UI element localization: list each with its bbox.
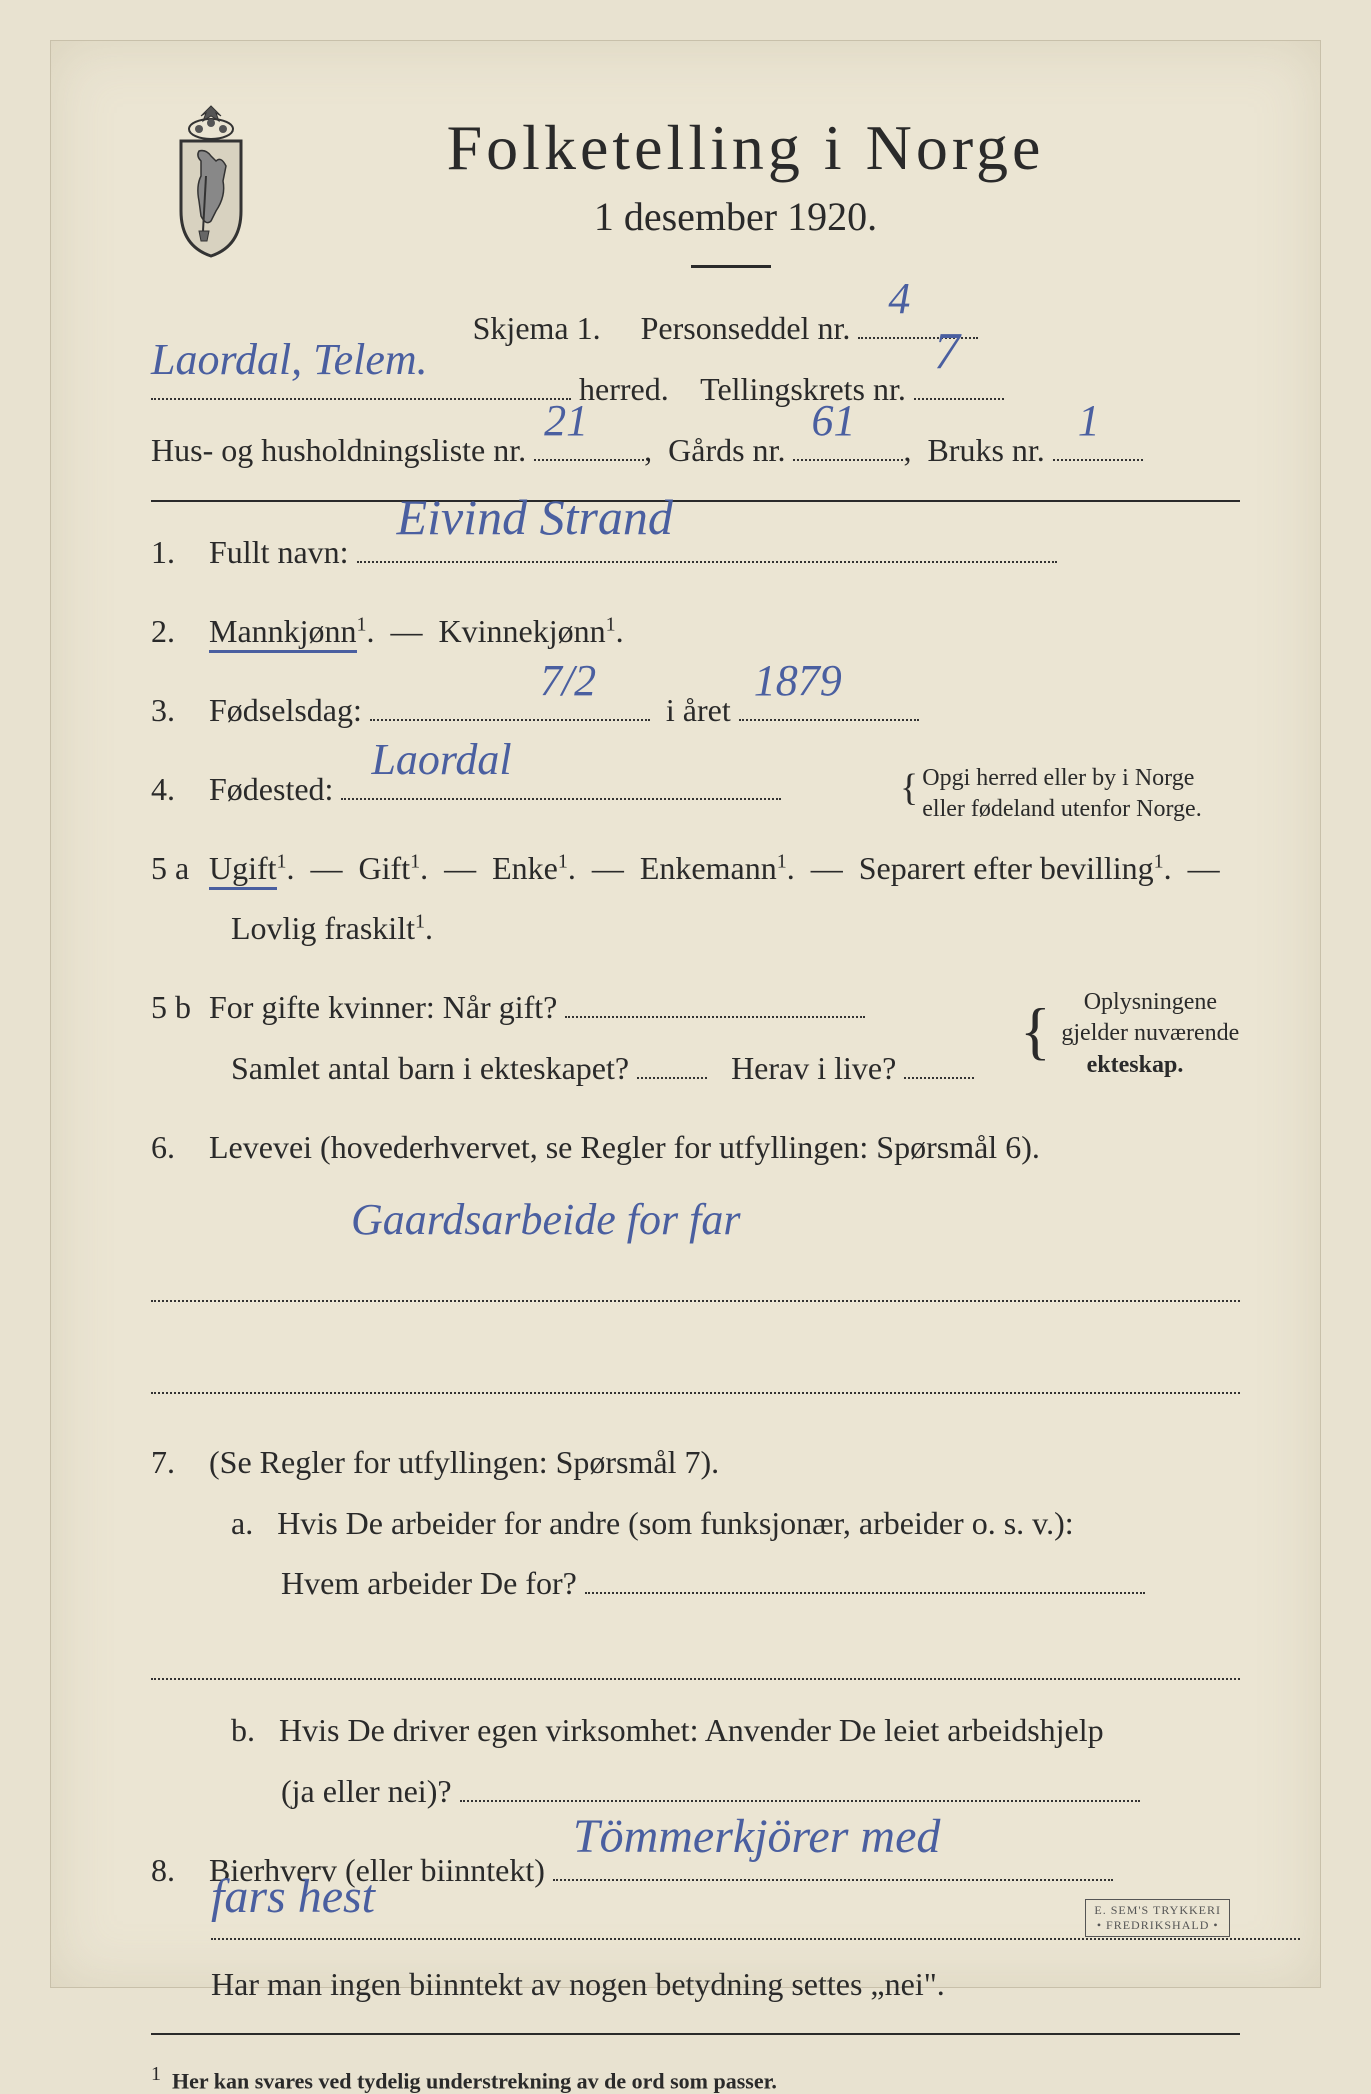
q5a-enke: Enke (492, 850, 558, 886)
norwegian-coat-of-arms-icon (151, 101, 271, 261)
q6-num: 6. (151, 1117, 201, 1178)
q5b-l1: For gifte kvinner: Når gift? (209, 989, 557, 1025)
q4-note: { Opgi herred eller by i Norge eller fød… (900, 763, 1250, 825)
bruks-label: Bruks nr. (927, 432, 1044, 468)
q7b-num: b. (231, 1712, 255, 1748)
q1-label: Fullt navn: (209, 534, 349, 570)
form-title: Folketelling i Norge (251, 111, 1240, 185)
q5a-fraskilt: Lovlig fraskilt (231, 910, 415, 946)
herred-label: herred. (579, 371, 669, 407)
q5a-gift: Gift (359, 850, 411, 886)
q7-row: 7. (Se Regler for utfyllingen: Spørsmål … (151, 1432, 1240, 1822)
q8-row: 8. Bierhverv (eller biinntekt) Tömmerkjö… (151, 1840, 1240, 2016)
census-form-page: Folketelling i Norge 1 desember 1920. Sk… (50, 40, 1321, 1988)
q7-label: (Se Regler for utfyllingen: Spørsmål 7). (209, 1444, 719, 1480)
q4-num: 4. (151, 759, 201, 820)
q5a-ugift: Ugift (209, 850, 277, 890)
q4-value: Laordal (371, 718, 511, 802)
skjema-label: Skjema 1. (473, 310, 601, 346)
hushold-label: Hus- og husholdningsliste nr. (151, 432, 526, 468)
form-header: Folketelling i Norge 1 desember 1920. (151, 111, 1240, 268)
q7a-num: a. (231, 1505, 253, 1541)
q1-row: 1. Fullt navn: Eivind Strand (151, 522, 1240, 583)
footnote: 1 Her kan svares ved tydelig understrekn… (151, 2055, 1240, 2094)
q3-day-value: 7/2 (540, 639, 596, 723)
tellingskrets-label: Tellingskrets nr. (700, 371, 906, 407)
q5b-note: { Oplysningene gjelder nuværende ekteska… (1020, 987, 1250, 1081)
q3-row: 3. Fødselsdag: 7/2 i året 1879 (151, 680, 1240, 741)
q8-value1: Tömmerkjörer med (573, 1791, 941, 1882)
q7-num: 7. (151, 1432, 201, 1493)
q3-year-label: i året (666, 692, 731, 728)
q6-row: 6. Levevei (hovederhvervet, se Regler fo… (151, 1117, 1240, 1414)
q8-num: 8. (151, 1840, 201, 1901)
gaards-nr-value: 61 (811, 379, 855, 463)
personseddel-nr-value: 4 (888, 257, 910, 341)
section-divider-1 (151, 500, 1240, 502)
q8-value2: fars hest (211, 1851, 375, 1942)
q5b-l2a: Samlet antal barn i ekteskapet? (231, 1050, 629, 1086)
personseddel-label: Personseddel nr. (641, 310, 851, 346)
herred-value: Laordal, Telem. (151, 318, 428, 402)
q1-value: Eivind Strand (397, 470, 673, 565)
footnote-text: Her kan svares ved tydelig understreknin… (172, 2068, 777, 2093)
q2-mannkjonn: Mannkjønn (209, 613, 357, 653)
q2-num: 2. (151, 601, 201, 662)
q3-num: 3. (151, 680, 201, 741)
q5b-l2b: Herav i live? (731, 1050, 896, 1086)
q7b-l2: (ja eller nei)? (281, 1773, 452, 1809)
q3-year-value: 1879 (754, 639, 842, 723)
q7b-l1: Hvis De driver egen virksomhet: Anvender… (279, 1712, 1104, 1748)
q4-label: Fødested: (209, 771, 333, 807)
printer-stamp: E. SEM'S TRYKKERI • FREDRIKSHALD • (1085, 1899, 1230, 1937)
q3-label: Fødselsdag: (209, 692, 362, 728)
q5a-separert: Separert efter bevilling (859, 850, 1154, 886)
q5b-num: 5 b (151, 977, 201, 1038)
q7a-l2: Hvem arbeider De for? (281, 1565, 577, 1601)
section-divider-2 (151, 2033, 1240, 2035)
form-subtitle: 1 desember 1920. (231, 193, 1240, 240)
q4-row: 4. Fødested: Laordal { Opgi herred eller… (151, 759, 1240, 820)
header-divider (691, 265, 771, 268)
hushold-line: Hus- og husholdningsliste nr. 21 , Gårds… (151, 420, 1240, 481)
herred-line: Laordal, Telem. herred. Tellingskrets nr… (151, 359, 1240, 420)
q5a-enkemann: Enkemann (640, 850, 777, 886)
q6-label: Levevei (hovederhvervet, se Regler for u… (209, 1129, 1040, 1165)
hushold-nr-value: 21 (544, 379, 588, 463)
q5a-num: 5 a (151, 838, 201, 899)
q1-num: 1. (151, 522, 201, 583)
q2-row: 2. Mannkjønn1. — Kvinnekjønn1. (151, 601, 1240, 662)
tellingskrets-nr-value: 7 (934, 303, 960, 402)
bruks-nr-value: 1 (1078, 379, 1100, 463)
gaards-label: Gårds nr. (668, 432, 785, 468)
q6-value: Gaardsarbeide for far (351, 1178, 1240, 1262)
q7a-l1: Hvis De arbeider for andre (som funksjon… (277, 1505, 1073, 1541)
q8-note: Har man ingen biinntekt av nogen betydni… (211, 1954, 1240, 2015)
q5b-row: 5 b For gifte kvinner: Når gift? Samlet … (151, 977, 1240, 1099)
q5a-row: 5 a Ugift1. — Gift1. — Enke1. — Enkemann… (151, 838, 1240, 960)
